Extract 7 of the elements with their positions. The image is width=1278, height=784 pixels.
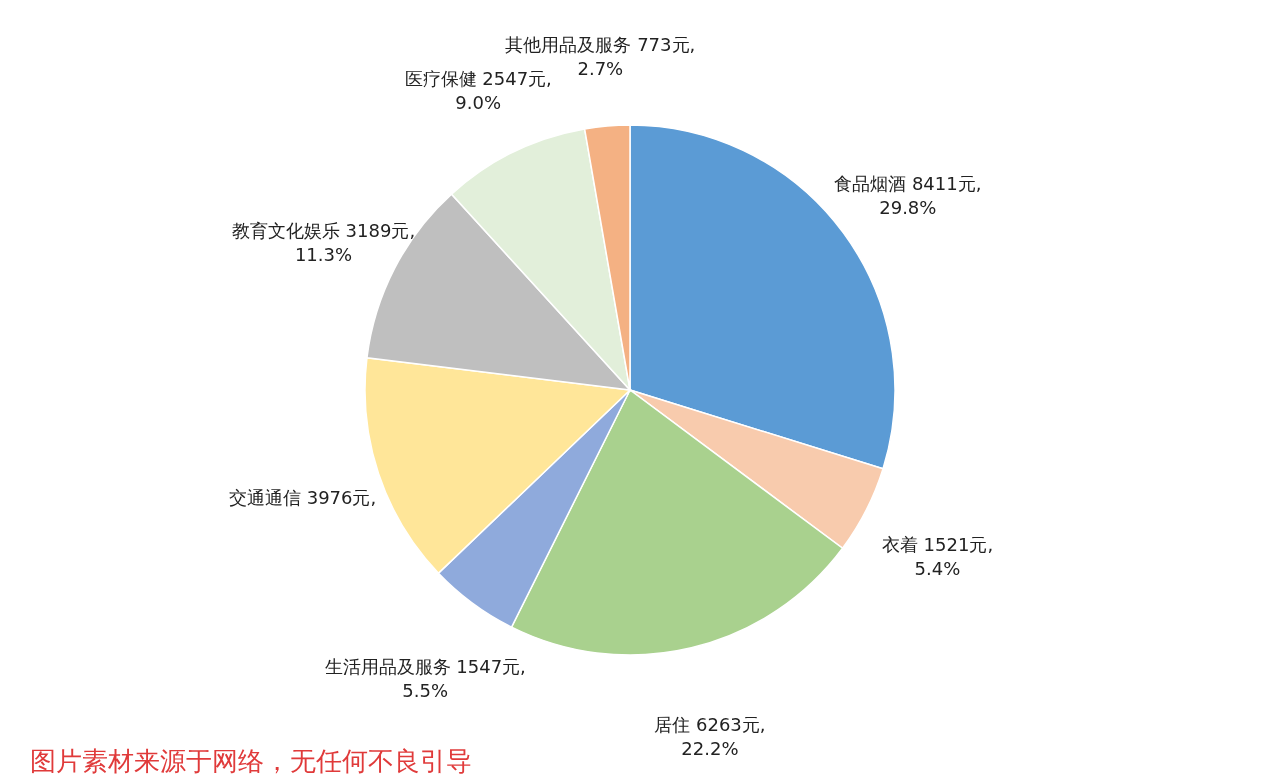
text: 图片素材来源于网络，无任何不良引导 [30, 746, 472, 776]
slice-label: 生活用品及服务 1547元, 5.5% [324, 655, 526, 701]
slice-label: 衣着 1521元, 5.4% [881, 534, 994, 580]
slice-label: 居住 6263元, 22.2% [654, 713, 766, 759]
slice-label: 教育文化娱乐 3189元, 11.3% [231, 219, 416, 265]
slice-label: 交通通信 3976元, [228, 486, 377, 508]
slice-label: 食品烟酒 8411元, 29.8% [834, 173, 982, 219]
